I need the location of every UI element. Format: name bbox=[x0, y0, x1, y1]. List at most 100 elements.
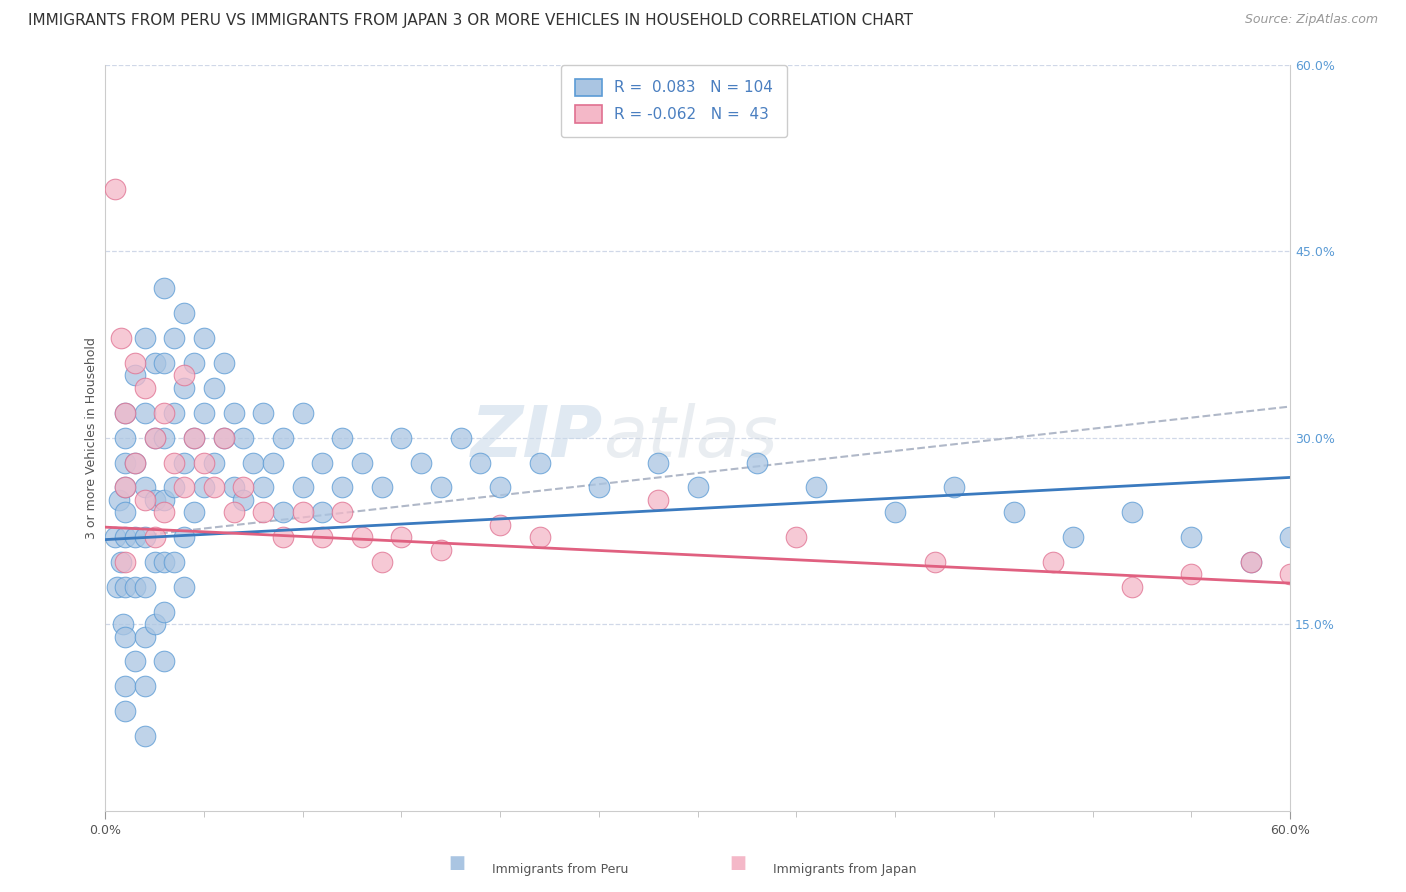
Point bbox=[291, 505, 314, 519]
Point bbox=[163, 406, 186, 420]
Text: Immigrants from Peru: Immigrants from Peru bbox=[492, 863, 628, 876]
Point bbox=[173, 580, 195, 594]
Point bbox=[110, 555, 132, 569]
Point bbox=[114, 704, 136, 718]
Point bbox=[391, 431, 413, 445]
Point bbox=[153, 406, 176, 420]
Point bbox=[330, 480, 353, 494]
Point bbox=[686, 480, 709, 494]
Point bbox=[489, 517, 512, 532]
Point bbox=[114, 530, 136, 544]
Point bbox=[202, 381, 225, 395]
Point bbox=[311, 530, 333, 544]
Point bbox=[193, 480, 215, 494]
Point bbox=[330, 505, 353, 519]
Point bbox=[163, 480, 186, 494]
Point bbox=[173, 381, 195, 395]
Point bbox=[104, 530, 127, 544]
Point bbox=[350, 455, 373, 469]
Point bbox=[252, 406, 274, 420]
Point bbox=[124, 530, 146, 544]
Point bbox=[134, 679, 156, 693]
Point bbox=[222, 480, 245, 494]
Point bbox=[114, 406, 136, 420]
Point bbox=[114, 455, 136, 469]
Point bbox=[163, 555, 186, 569]
Point bbox=[143, 356, 166, 370]
Point bbox=[153, 505, 176, 519]
Point bbox=[212, 431, 235, 445]
Point bbox=[111, 617, 134, 632]
Point bbox=[262, 455, 284, 469]
Point bbox=[143, 492, 166, 507]
Point bbox=[1239, 555, 1261, 569]
Point bbox=[143, 431, 166, 445]
Point bbox=[153, 655, 176, 669]
Point bbox=[804, 480, 827, 494]
Point bbox=[647, 492, 669, 507]
Point bbox=[134, 406, 156, 420]
Point bbox=[173, 306, 195, 320]
Point bbox=[391, 530, 413, 544]
Point bbox=[114, 480, 136, 494]
Point bbox=[370, 555, 392, 569]
Point bbox=[924, 555, 946, 569]
Point bbox=[529, 530, 551, 544]
Point bbox=[647, 455, 669, 469]
Point bbox=[114, 431, 136, 445]
Point bbox=[163, 455, 186, 469]
Point bbox=[134, 331, 156, 345]
Point bbox=[232, 492, 254, 507]
Point bbox=[1180, 530, 1202, 544]
Point bbox=[114, 555, 136, 569]
Point bbox=[242, 455, 264, 469]
Point bbox=[370, 480, 392, 494]
Point bbox=[114, 406, 136, 420]
Text: ■: ■ bbox=[730, 855, 747, 872]
Text: ■: ■ bbox=[449, 855, 465, 872]
Point bbox=[193, 406, 215, 420]
Point bbox=[884, 505, 907, 519]
Point bbox=[1002, 505, 1025, 519]
Point bbox=[212, 431, 235, 445]
Point bbox=[588, 480, 610, 494]
Point bbox=[183, 505, 205, 519]
Point bbox=[105, 580, 128, 594]
Point bbox=[104, 182, 127, 196]
Point bbox=[1319, 555, 1341, 569]
Point bbox=[411, 455, 433, 469]
Point bbox=[430, 480, 453, 494]
Point bbox=[785, 530, 807, 544]
Point bbox=[1279, 567, 1302, 582]
Point bbox=[134, 530, 156, 544]
Point bbox=[232, 431, 254, 445]
Point bbox=[489, 480, 512, 494]
Point bbox=[271, 431, 294, 445]
Point bbox=[173, 530, 195, 544]
Point bbox=[470, 455, 492, 469]
Legend: R =  0.083   N = 104, R = -0.062   N =  43: R = 0.083 N = 104, R = -0.062 N = 43 bbox=[561, 65, 787, 136]
Point bbox=[1121, 580, 1143, 594]
Point bbox=[134, 630, 156, 644]
Point bbox=[311, 505, 333, 519]
Point bbox=[1042, 555, 1064, 569]
Point bbox=[134, 729, 156, 743]
Point bbox=[114, 505, 136, 519]
Point bbox=[124, 368, 146, 383]
Point bbox=[291, 406, 314, 420]
Point bbox=[271, 505, 294, 519]
Text: IMMIGRANTS FROM PERU VS IMMIGRANTS FROM JAPAN 3 OR MORE VEHICLES IN HOUSEHOLD CO: IMMIGRANTS FROM PERU VS IMMIGRANTS FROM … bbox=[28, 13, 912, 29]
Point bbox=[1180, 567, 1202, 582]
Point bbox=[943, 480, 966, 494]
Point bbox=[114, 480, 136, 494]
Point bbox=[143, 431, 166, 445]
Point bbox=[350, 530, 373, 544]
Point bbox=[212, 356, 235, 370]
Point bbox=[153, 555, 176, 569]
Point bbox=[124, 455, 146, 469]
Text: Immigrants from Japan: Immigrants from Japan bbox=[773, 863, 917, 876]
Point bbox=[134, 381, 156, 395]
Point bbox=[430, 542, 453, 557]
Point bbox=[1279, 530, 1302, 544]
Point bbox=[134, 580, 156, 594]
